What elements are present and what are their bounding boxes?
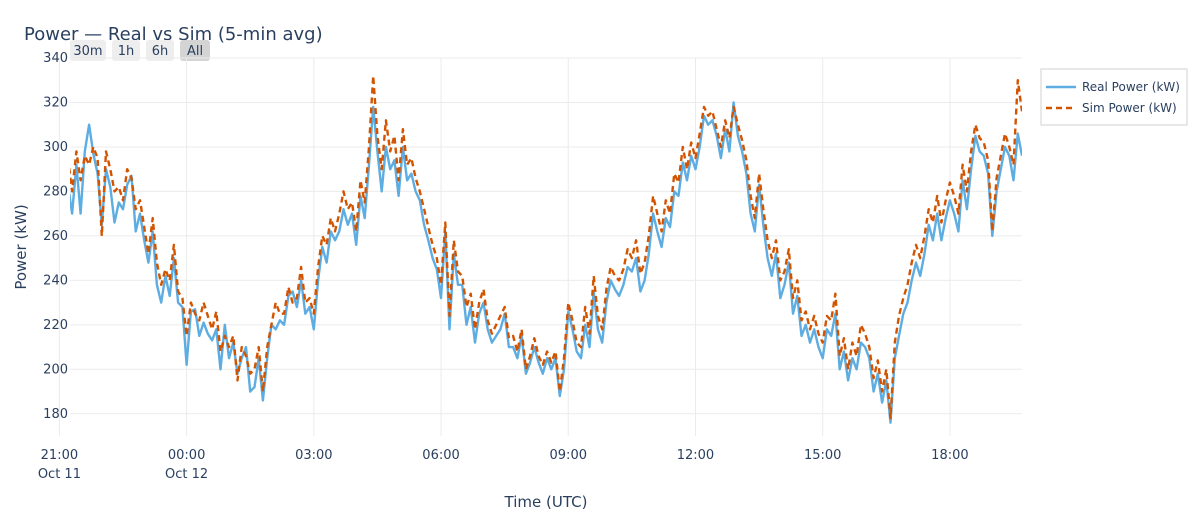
series-line-real-power[interactable] <box>17 101 1022 424</box>
y-tick-label: 240 <box>43 273 68 288</box>
range-button-all[interactable]: All <box>180 40 210 61</box>
series-line-sim-power[interactable] <box>17 74 1022 420</box>
y-axis-title: Power (kW) <box>12 204 30 289</box>
plot-area[interactable] <box>17 74 1022 424</box>
range-button-1h[interactable]: 1h <box>112 40 140 61</box>
x-tick-label: 00:00 <box>168 448 205 463</box>
x-tick-label: 12:00 <box>677 448 714 463</box>
x-tick-date-label: Oct 12 <box>165 467 208 482</box>
x-tick-label: 18:00 <box>931 448 968 463</box>
range-button-6h[interactable]: 6h <box>146 40 174 61</box>
x-tick-label: 06:00 <box>422 448 459 463</box>
y-tick-label: 280 <box>43 184 68 199</box>
y-tick-label: 220 <box>43 318 68 333</box>
x-axis-title: Time (UTC) <box>504 493 588 511</box>
legend-box <box>1040 68 1188 126</box>
legend-item-real-power[interactable]: Real Power (kW) <box>1046 80 1180 94</box>
x-tick-label: 09:00 <box>550 448 587 463</box>
x-tick-label: 15:00 <box>804 448 841 463</box>
legend-item-sim-power[interactable]: Sim Power (kW) <box>1046 101 1177 115</box>
range-button-30m[interactable]: 30m <box>70 40 106 61</box>
x-tick-label: 03:00 <box>295 448 332 463</box>
y-tick-label: 200 <box>43 362 68 377</box>
legend[interactable]: Real Power (kW) Sim Power (kW) <box>1040 68 1188 126</box>
range-button-label: 30m <box>73 44 102 59</box>
y-tick-label: 180 <box>43 407 68 422</box>
y-tick-label: 300 <box>43 140 68 155</box>
x-axis-ticks: 21:00 Oct 11 00:00 Oct 12 03:00 06:00 09:00 12:… <box>38 448 969 482</box>
legend-label: Sim Power (kW) <box>1082 101 1177 115</box>
y-axis-ticks: 180 200 220 240 260 280 300 320 340 <box>43 51 68 422</box>
y-tick-label: 260 <box>43 229 68 244</box>
range-button-label: All <box>187 44 203 59</box>
x-tick-label: 21:00 <box>41 448 78 463</box>
chart-title: Power — Real vs Sim (5-min avg) <box>24 24 323 45</box>
range-selector[interactable]: 30m 1h 6h All <box>70 40 210 61</box>
range-button-label: 1h <box>118 44 135 59</box>
legend-label: Real Power (kW) <box>1082 80 1180 94</box>
range-button-label: 6h <box>152 44 169 59</box>
y-tick-label: 320 <box>43 95 68 110</box>
grid-lines <box>58 57 1022 436</box>
x-tick-date-label: Oct 11 <box>38 467 81 482</box>
y-tick-label: 340 <box>43 51 68 66</box>
